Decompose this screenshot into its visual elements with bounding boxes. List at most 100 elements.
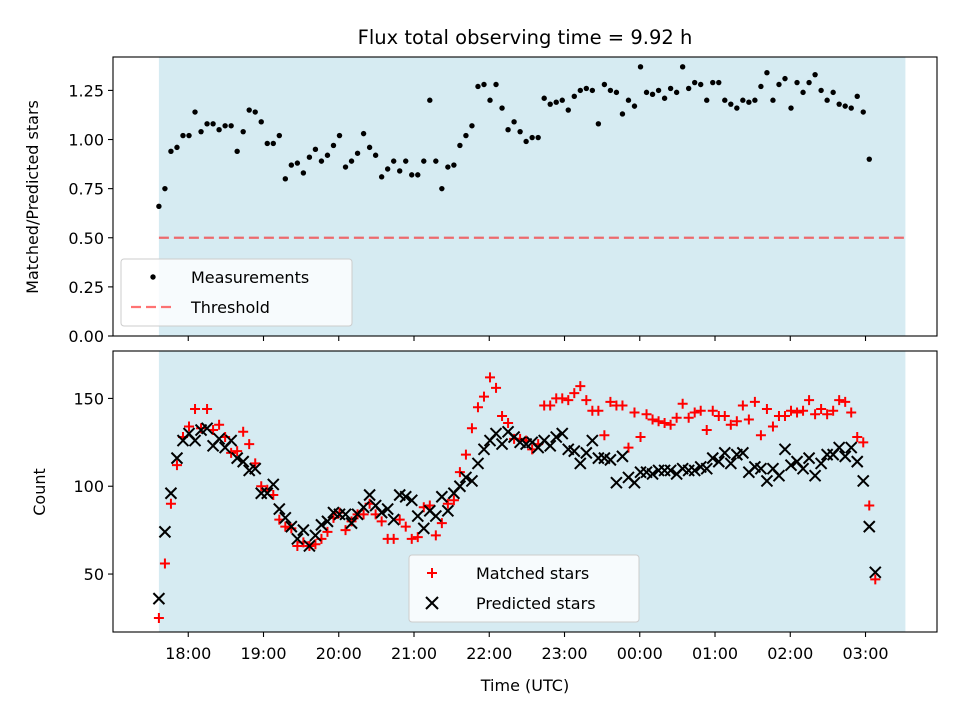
measurement-point [505, 126, 511, 133]
predicted-star-point [453, 480, 467, 493]
measurement-point [631, 103, 638, 109]
bottom-legend: Matched stars Predicted stars [408, 554, 640, 623]
matched-star-point [171, 460, 182, 471]
measurement-point [722, 97, 728, 103]
measurement-point [649, 91, 656, 98]
measurement-point [168, 148, 174, 155]
measurement-point [348, 158, 355, 164]
matched-star-point [701, 425, 712, 436]
matched-star-point [250, 458, 261, 469]
measurement-point [415, 172, 421, 178]
measurement-point [655, 87, 662, 94]
matched-star-point [828, 405, 839, 416]
matched-star-point [786, 405, 797, 416]
measurement-point [782, 75, 788, 82]
matched-star-point [834, 395, 845, 406]
matched-star-point [575, 381, 586, 392]
measurement-point [324, 152, 331, 158]
bottom-panel: 50 100 150 18:00 19:00 20:00 21:00 22:00 23:00 0… [30, 350, 938, 695]
measurement-point [589, 87, 596, 94]
measurement-point [830, 89, 836, 96]
matched-star-point [286, 523, 297, 534]
top-panel: Flux total observing time = 9.92 h 0.000… [23, 26, 938, 346]
measurement-point [487, 97, 493, 103]
matched-star-point [605, 396, 616, 407]
matched-star-point [358, 509, 369, 520]
matched-star-point [731, 416, 742, 427]
measurement-point [553, 99, 559, 105]
predicted-star-point [267, 478, 280, 491]
matched-star-point [340, 525, 351, 536]
measurement-point [378, 174, 385, 180]
predicted-star-point [345, 516, 358, 530]
predicted-star-point [814, 457, 828, 470]
measurement-point [246, 107, 252, 113]
measurement-point [812, 71, 818, 78]
measurement-point [457, 142, 463, 149]
predicted-star-point [224, 434, 238, 447]
matched-star-point [683, 412, 694, 423]
matched-star-point [593, 405, 604, 416]
predicted-star-point [556, 427, 569, 440]
measurement-point [439, 185, 445, 192]
bottom-y-axis-label: Count [30, 468, 49, 516]
matched-star-point [196, 423, 207, 434]
matched-star-point [846, 407, 857, 418]
measurement-point [433, 158, 439, 164]
matched-star-point [394, 514, 405, 525]
matched-star-point [202, 403, 213, 414]
x-tick-label: 01:00 [692, 644, 738, 663]
matched-star-point [472, 402, 483, 413]
predicted-star-point [200, 422, 214, 435]
measurement-point [372, 152, 379, 158]
measurement-point [216, 126, 222, 133]
matched-star-point [665, 419, 676, 430]
measurement-point [318, 158, 325, 164]
top-y-tick-label: 0.25 [68, 278, 104, 297]
measurement-point [481, 81, 487, 88]
predicted-star-point [387, 513, 400, 526]
measurement-point [800, 89, 806, 96]
measurement-point [222, 123, 228, 129]
matched-star-point [569, 388, 580, 399]
measurement-point [421, 158, 427, 164]
predicted-star-point [706, 451, 719, 465]
measurement-point [667, 85, 674, 92]
measurement-point [403, 158, 409, 164]
matched-star-point [792, 407, 803, 418]
matched-star-point [190, 403, 201, 414]
predicted-star-point [832, 441, 846, 454]
predicted-star-point [802, 451, 816, 465]
measurement-point [156, 203, 162, 210]
top-x-ticks [187, 336, 867, 341]
predicted-star-point [664, 464, 677, 477]
measurement-point [517, 128, 523, 135]
matched-star-point [870, 574, 881, 585]
x-tick-label: 20:00 [316, 644, 362, 663]
predicted-star-point [568, 444, 581, 458]
matched-star-point [840, 396, 851, 407]
measurement-point [860, 109, 866, 115]
predicted-stars-series [152, 422, 882, 605]
matched-star-point [244, 439, 255, 450]
matched-star-point [184, 421, 195, 432]
x-axis-label: Time (UTC) [480, 676, 569, 695]
matched-star-point [478, 391, 489, 402]
measurement-point [288, 162, 295, 168]
measurement-point [210, 121, 216, 127]
measurement-point [162, 185, 168, 192]
matched-star-point [292, 540, 303, 551]
measurement-point [409, 172, 415, 178]
matched-star-point [641, 409, 652, 420]
measurement-point [529, 134, 535, 141]
x-tick-label: 18:00 [165, 644, 211, 663]
matched-star-point [503, 418, 514, 429]
matched-star-point [719, 410, 730, 421]
matched-star-point [779, 410, 790, 421]
matched-star-point [226, 447, 237, 458]
predicted-star-point [489, 427, 503, 440]
predicted-star-point [441, 504, 455, 518]
matched-star-point [623, 442, 634, 453]
matched-star-point [816, 403, 827, 414]
